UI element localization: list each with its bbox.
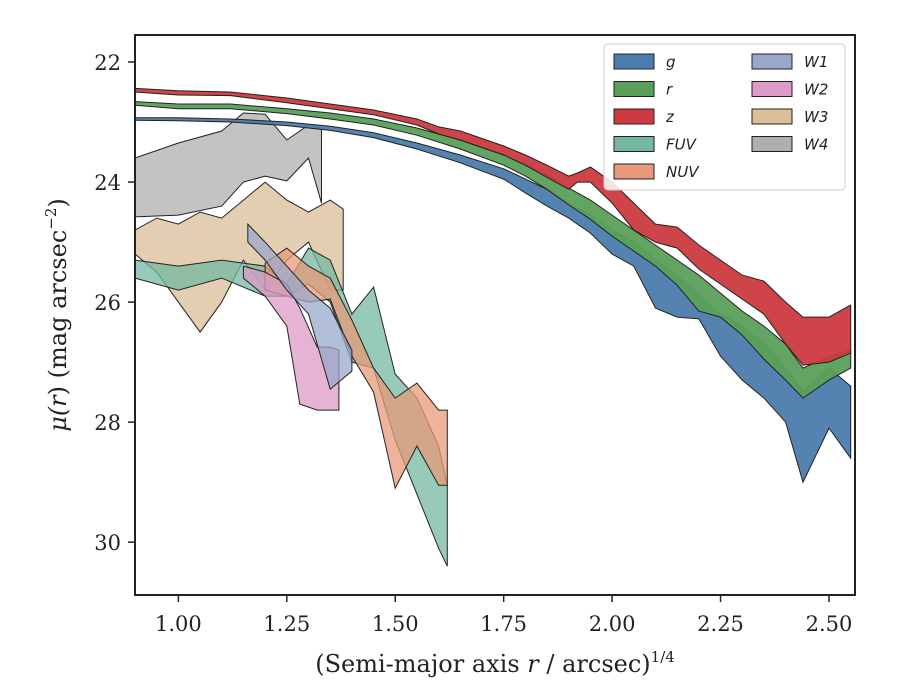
- x-axis-title-power: 1/4: [651, 648, 675, 666]
- x-tick-label: 2.25: [697, 612, 744, 636]
- y-axis-title-mid: ) (mag arcsec: [44, 230, 72, 396]
- legend-swatch-g: [613, 53, 655, 70]
- legend-label-W1: W1: [804, 53, 828, 71]
- legend-label-W2: W2: [804, 81, 828, 99]
- band-W4: [135, 112, 322, 218]
- y-axis-title-var: r: [44, 394, 72, 407]
- band-z: [135, 87, 852, 366]
- x-axis-title-suffix: / arcsec): [539, 650, 651, 678]
- x-tick-label: 1.00: [155, 612, 202, 636]
- y-axis-title-mu: μ(: [44, 406, 72, 432]
- legend-swatch-r: [613, 81, 655, 97]
- x-axis-title-var: r: [527, 650, 540, 678]
- legend-label-r: r: [666, 81, 673, 99]
- legend-label-W4: W4: [804, 136, 828, 154]
- plot-frame: [134, 34, 856, 596]
- y-axis-title: μ(r) (mag arcsec−2): [42, 198, 72, 432]
- legend-label-z: z: [665, 108, 675, 126]
- x-tick-label: 1.75: [480, 612, 527, 636]
- legend-swatch-FUV: [613, 136, 655, 152]
- ticks-layer: 1.00 1.25 1.50 1.75 2.00 2.25 2.50 22 24 26 28 30: [94, 51, 852, 636]
- legend-swatch-W1: [751, 53, 793, 70]
- legend: grz FUV NUV W1 W2 W3 W4: [603, 43, 846, 191]
- band-g: [135, 117, 852, 484]
- y-tick-label: 28: [94, 411, 121, 435]
- x-tick-label: 1.25: [263, 612, 310, 636]
- band-W1: [247, 222, 353, 390]
- x-tick-label: 2.50: [806, 612, 853, 636]
- legend-label-W3: W3: [804, 108, 828, 126]
- x-axis-title-prefix: (Semi-major axis: [315, 650, 527, 678]
- legend-label-NUV: NUV: [666, 163, 700, 181]
- y-tick-label: 26: [94, 291, 121, 315]
- bands-layer: [135, 87, 852, 567]
- x-tick-label: 2.00: [589, 612, 636, 636]
- y-axis-title-end: ): [44, 198, 72, 207]
- legend-swatch-W4: [751, 136, 793, 152]
- legend-box: [603, 43, 846, 191]
- y-tick-label: 22: [94, 51, 121, 75]
- y-tick-label: 24: [94, 171, 121, 195]
- legend-swatch-NUV: [613, 163, 655, 180]
- y-tick-label: 30: [94, 531, 121, 555]
- legend-label-FUV: FUV: [666, 136, 698, 154]
- legend-swatch-W2: [751, 81, 793, 97]
- x-tick-label: 1.50: [372, 612, 419, 636]
- legend-swatch-W3: [751, 108, 793, 125]
- x-axis-title: (Semi-major axis r / arcsec)1/4: [315, 648, 675, 678]
- legend-swatch-z: [613, 108, 655, 125]
- band-W3: [135, 181, 344, 333]
- y-axis-title-power: −2: [42, 208, 60, 230]
- legend-label-g: g: [666, 53, 676, 71]
